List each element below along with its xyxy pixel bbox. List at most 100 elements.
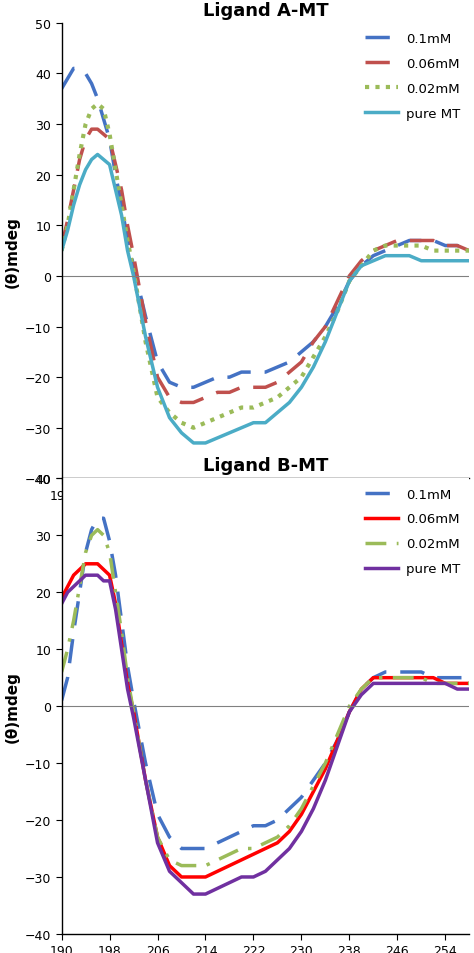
0.1mM bbox=[83, 69, 89, 80]
0.02mM bbox=[466, 678, 472, 689]
0.02mM bbox=[263, 397, 268, 409]
pure MT bbox=[83, 570, 89, 581]
0.1mM bbox=[274, 815, 280, 826]
0.02mM bbox=[251, 842, 256, 854]
0.02mM bbox=[71, 616, 76, 627]
Y-axis label: (θ)mdeg: (θ)mdeg bbox=[4, 671, 19, 742]
0.06mM bbox=[310, 336, 316, 348]
0.1mM bbox=[167, 832, 173, 843]
0.06mM bbox=[65, 215, 71, 227]
0.02mM bbox=[455, 246, 460, 257]
0.02mM bbox=[83, 547, 89, 558]
0.02mM bbox=[107, 130, 112, 141]
0.06mM bbox=[358, 255, 364, 267]
0.1mM bbox=[131, 695, 137, 706]
0.02mM bbox=[77, 581, 82, 593]
0.1mM bbox=[118, 200, 124, 212]
0.1mM bbox=[179, 842, 184, 854]
0.1mM bbox=[407, 666, 412, 678]
pure MT bbox=[455, 255, 460, 267]
pure MT bbox=[179, 428, 184, 439]
Line: 0.02mM: 0.02mM bbox=[62, 105, 469, 428]
Line: 0.06mM: 0.06mM bbox=[62, 564, 469, 877]
0.02mM bbox=[95, 524, 100, 536]
Line: 0.1mM: 0.1mM bbox=[62, 518, 469, 848]
0.1mM bbox=[89, 524, 94, 536]
pure MT bbox=[442, 255, 448, 267]
pure MT bbox=[310, 803, 316, 815]
pure MT bbox=[358, 689, 364, 700]
0.02mM bbox=[346, 700, 352, 712]
0.02mM bbox=[335, 729, 340, 740]
0.1mM bbox=[371, 672, 376, 683]
0.02mM bbox=[155, 832, 160, 843]
0.06mM bbox=[113, 598, 118, 610]
0.1mM bbox=[322, 321, 328, 333]
0.06mM bbox=[371, 672, 376, 683]
0.1mM bbox=[155, 356, 160, 368]
Line: 0.06mM: 0.06mM bbox=[62, 130, 469, 403]
pure MT bbox=[89, 570, 94, 581]
0.1mM bbox=[83, 547, 89, 558]
0.02mM bbox=[125, 672, 130, 683]
Line: 0.02mM: 0.02mM bbox=[62, 530, 469, 865]
0.06mM bbox=[101, 130, 107, 141]
0.1mM bbox=[191, 382, 196, 394]
pure MT bbox=[71, 581, 76, 593]
0.06mM bbox=[358, 683, 364, 695]
0.06mM bbox=[167, 393, 173, 404]
0.06mM bbox=[113, 160, 118, 172]
0.06mM bbox=[155, 832, 160, 843]
0.1mM bbox=[143, 312, 148, 323]
pure MT bbox=[125, 683, 130, 695]
pure MT bbox=[167, 865, 173, 877]
0.06mM bbox=[419, 672, 424, 683]
0.06mM bbox=[263, 382, 268, 394]
Line: pure MT: pure MT bbox=[62, 576, 469, 894]
pure MT bbox=[125, 246, 130, 257]
0.02mM bbox=[65, 220, 71, 232]
0.02mM bbox=[238, 402, 244, 414]
0.06mM bbox=[238, 382, 244, 394]
0.1mM bbox=[107, 536, 112, 547]
0.1mM bbox=[335, 301, 340, 313]
0.1mM bbox=[179, 382, 184, 394]
pure MT bbox=[274, 408, 280, 419]
pure MT bbox=[274, 854, 280, 865]
0.02mM bbox=[335, 306, 340, 317]
0.02mM bbox=[371, 246, 376, 257]
0.02mM bbox=[167, 408, 173, 419]
pure MT bbox=[107, 576, 112, 587]
0.1mM bbox=[125, 235, 130, 247]
0.06mM bbox=[59, 593, 64, 604]
0.06mM bbox=[310, 786, 316, 798]
0.1mM bbox=[59, 84, 64, 95]
0.02mM bbox=[59, 246, 64, 257]
pure MT bbox=[299, 382, 304, 394]
0.1mM bbox=[394, 240, 400, 252]
pure MT bbox=[143, 775, 148, 786]
0.06mM bbox=[118, 639, 124, 650]
0.1mM bbox=[263, 821, 268, 832]
0.06mM bbox=[455, 240, 460, 252]
pure MT bbox=[215, 882, 220, 894]
pure MT bbox=[227, 877, 232, 888]
0.02mM bbox=[227, 848, 232, 860]
pure MT bbox=[59, 246, 64, 257]
0.1mM bbox=[419, 666, 424, 678]
pure MT bbox=[167, 413, 173, 424]
0.1mM bbox=[299, 347, 304, 358]
0.06mM bbox=[251, 382, 256, 394]
0.06mM bbox=[83, 134, 89, 146]
pure MT bbox=[95, 570, 100, 581]
0.02mM bbox=[203, 860, 209, 871]
0.1mM bbox=[335, 735, 340, 746]
0.02mM bbox=[299, 803, 304, 815]
pure MT bbox=[118, 211, 124, 222]
0.02mM bbox=[322, 332, 328, 343]
0.06mM bbox=[118, 185, 124, 196]
pure MT bbox=[89, 154, 94, 166]
0.02mM bbox=[407, 240, 412, 252]
pure MT bbox=[65, 226, 71, 237]
pure MT bbox=[419, 678, 424, 689]
